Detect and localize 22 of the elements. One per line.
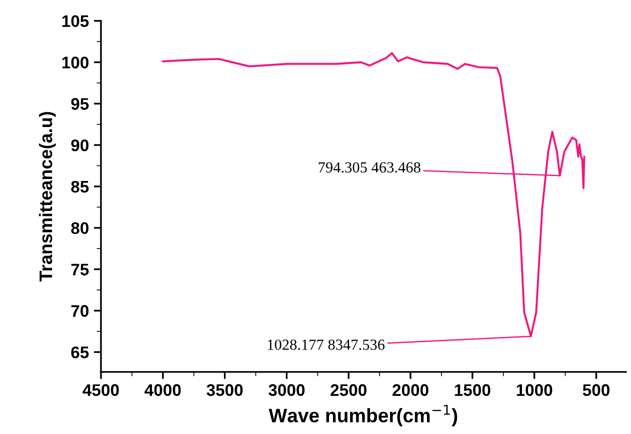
x-axis-title: Wave number(cm$^{−1}$) (268, 404, 458, 426)
y-tick-label: 85 (71, 180, 89, 193)
annotation: 1028.177 8347.536 (268, 340, 385, 350)
x-tick-label: 1000 (516, 384, 552, 396)
y-tick-label: 100 (62, 56, 88, 68)
x-tick-label: 4000 (144, 384, 181, 396)
y-tick-label: 70 (71, 305, 88, 317)
x-tick-label: 1500 (454, 384, 490, 396)
y-tick-label: 80 (71, 222, 88, 234)
x-tick-label: 500 (582, 384, 610, 396)
x-tick-label: 3500 (206, 384, 243, 396)
x-tick-label: 2000 (392, 384, 428, 396)
y-tick-label: 95 (71, 98, 89, 110)
y-axis-title: Transmitteance(a.u) (38, 112, 56, 282)
y-tick-label: 90 (71, 139, 88, 152)
y-tick-label: 75 (71, 264, 89, 276)
x-tick-label: 2500 (330, 384, 366, 396)
x-tick-label: 4500 (82, 384, 119, 396)
x-tick-label: 3000 (268, 384, 305, 396)
annotation: 794.305 463.468 (318, 162, 420, 173)
y-tick-label: 105 (62, 15, 89, 28)
y-tick-label: 65 (71, 346, 89, 358)
